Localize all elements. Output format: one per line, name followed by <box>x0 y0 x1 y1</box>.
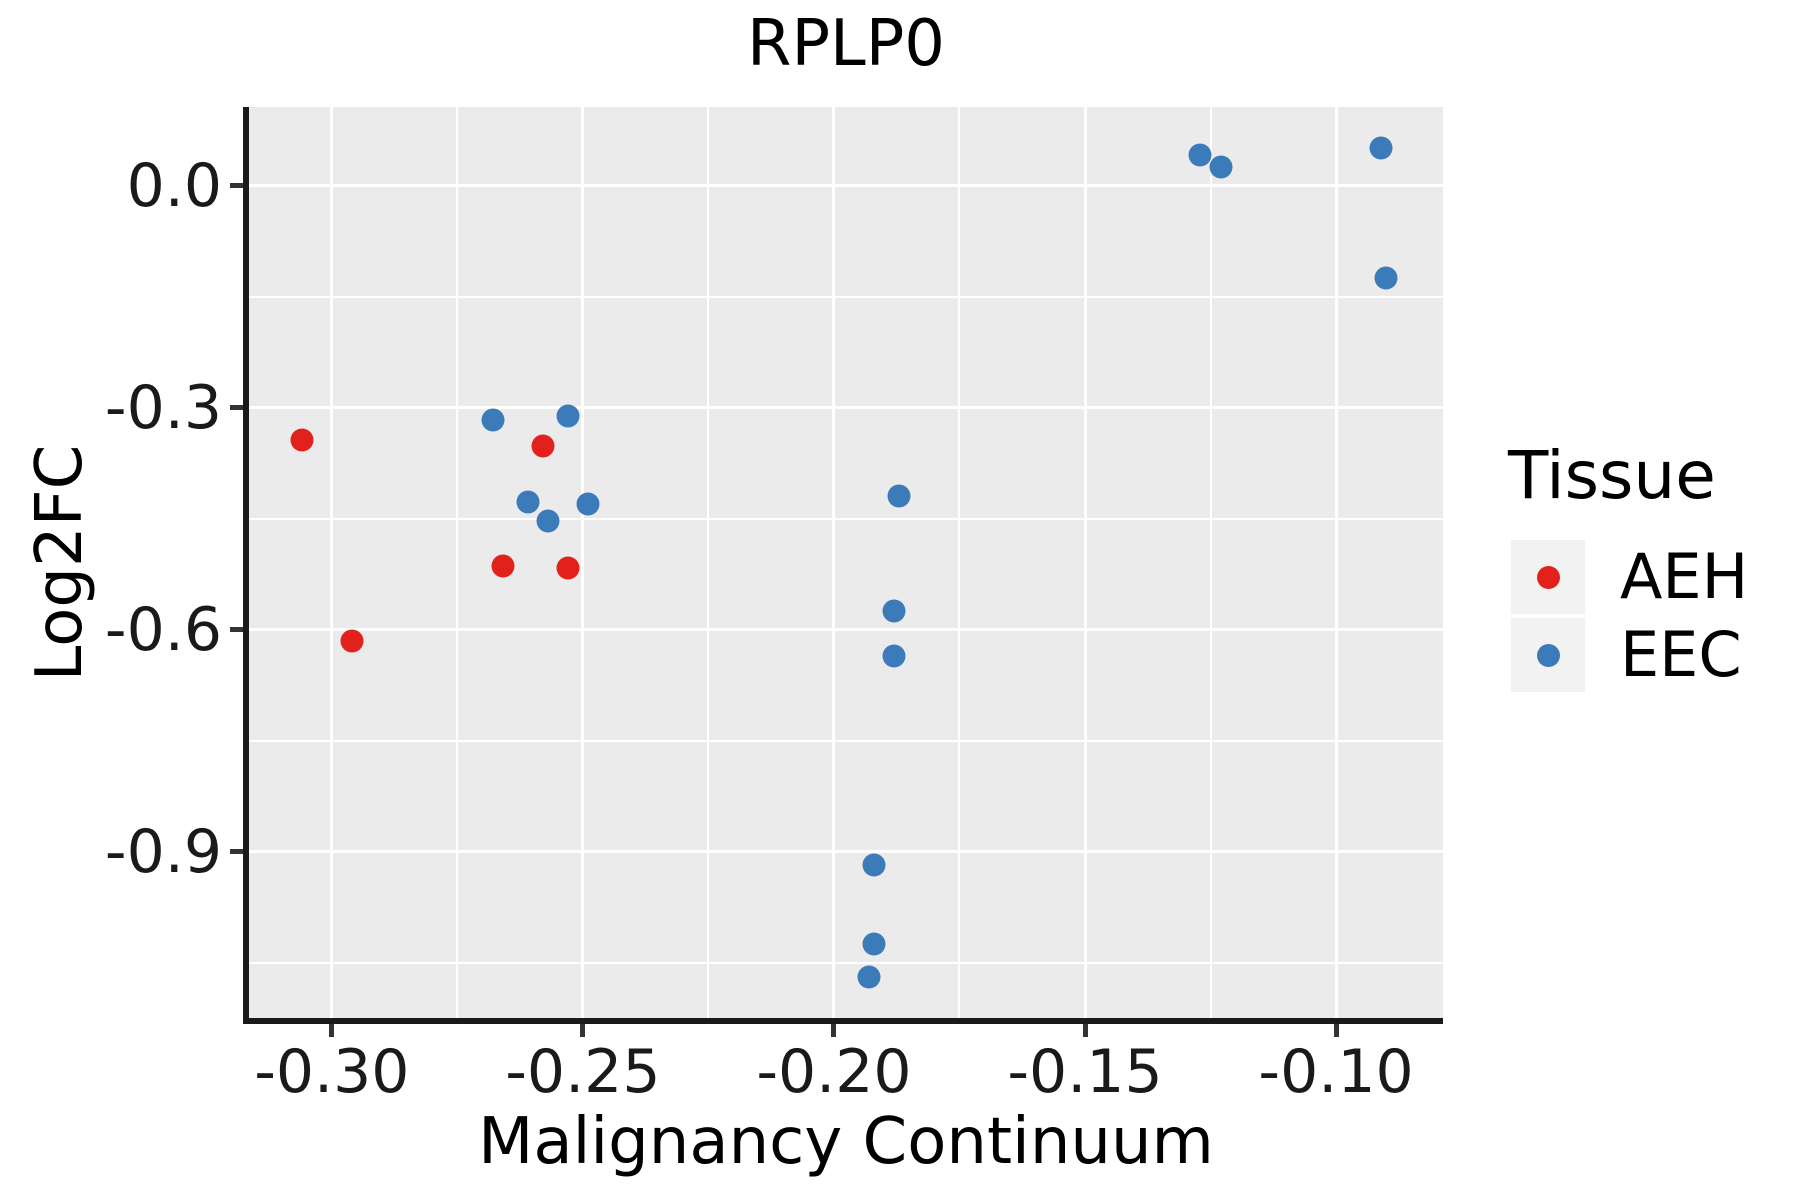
data-point-eec <box>1209 155 1233 179</box>
legend-dot-aeh <box>1536 565 1560 589</box>
legend-item-aeh: AEH <box>1511 540 1748 614</box>
vertical-gridline <box>330 107 334 1019</box>
data-point-eec <box>1188 143 1212 167</box>
data-point-aeh <box>556 556 580 580</box>
plot-title: RPLP0 <box>746 7 946 81</box>
x-tick-label: -0.10 <box>1258 1037 1414 1107</box>
legend-label: EEC <box>1620 618 1742 691</box>
legend-key <box>1511 540 1585 614</box>
y-axis-line <box>243 107 249 1024</box>
data-point-eec <box>576 492 600 516</box>
y-tick-label: -0.9 <box>104 816 222 887</box>
y-axis-title: Log2FC <box>23 444 97 682</box>
x-axis-line <box>243 1018 1443 1024</box>
legend-label: AEH <box>1620 540 1749 613</box>
horizontal-gridline <box>249 295 1443 298</box>
y-tick-label: 0.0 <box>126 150 222 221</box>
data-point-eec <box>887 484 911 508</box>
x-tick-mark <box>329 1024 335 1037</box>
vertical-gridline <box>1334 107 1338 1019</box>
data-point-aeh <box>290 428 314 452</box>
x-tick-mark <box>1333 1024 1339 1037</box>
data-point-eec <box>882 599 906 623</box>
data-point-aeh <box>531 434 555 458</box>
x-axis-title: Malignancy Continuum <box>478 1105 1214 1179</box>
data-point-eec <box>1374 266 1398 290</box>
x-tick-mark <box>580 1024 586 1037</box>
x-tick-mark <box>1082 1024 1088 1037</box>
x-tick-mark <box>831 1024 837 1037</box>
data-point-eec <box>536 509 560 533</box>
legend-title: Tissue <box>1508 437 1716 514</box>
data-point-eec <box>882 644 906 668</box>
horizontal-gridline <box>249 406 1443 410</box>
data-point-eec <box>481 408 505 432</box>
horizontal-gridline <box>249 850 1443 854</box>
x-tick-label: -0.20 <box>756 1037 912 1107</box>
data-point-eec <box>862 853 886 877</box>
data-point-eec <box>1369 136 1393 160</box>
horizontal-gridline <box>249 517 1443 520</box>
horizontal-gridline <box>249 739 1443 742</box>
y-tick-mark <box>230 849 243 855</box>
horizontal-gridline <box>249 184 1443 188</box>
data-point-eec <box>862 932 886 956</box>
data-point-eec <box>857 965 881 989</box>
y-tick-mark <box>230 183 243 189</box>
horizontal-gridline <box>249 628 1443 632</box>
vertical-gridline <box>832 107 836 1019</box>
x-tick-label: -0.15 <box>1007 1037 1163 1107</box>
data-point-eec <box>556 404 580 428</box>
x-tick-label: -0.30 <box>254 1037 410 1107</box>
legend-dot-eec <box>1536 643 1560 667</box>
y-tick-mark <box>230 405 243 411</box>
y-tick-mark <box>230 627 243 633</box>
vertical-gridline <box>456 107 459 1019</box>
legend-item-eec: EEC <box>1511 618 1742 692</box>
vertical-gridline <box>707 107 710 1019</box>
legend-key <box>1511 618 1585 692</box>
vertical-gridline <box>1209 107 1212 1019</box>
data-point-aeh <box>491 554 515 578</box>
horizontal-gridline <box>249 961 1443 964</box>
plot-panel <box>249 107 1443 1019</box>
x-tick-label: -0.25 <box>505 1037 661 1107</box>
y-tick-label: -0.6 <box>104 594 222 665</box>
data-point-eec <box>516 490 540 514</box>
vertical-gridline <box>1083 107 1087 1019</box>
data-point-aeh <box>340 629 364 653</box>
vertical-gridline <box>581 107 585 1019</box>
y-tick-label: -0.3 <box>104 372 222 443</box>
vertical-gridline <box>958 107 961 1019</box>
